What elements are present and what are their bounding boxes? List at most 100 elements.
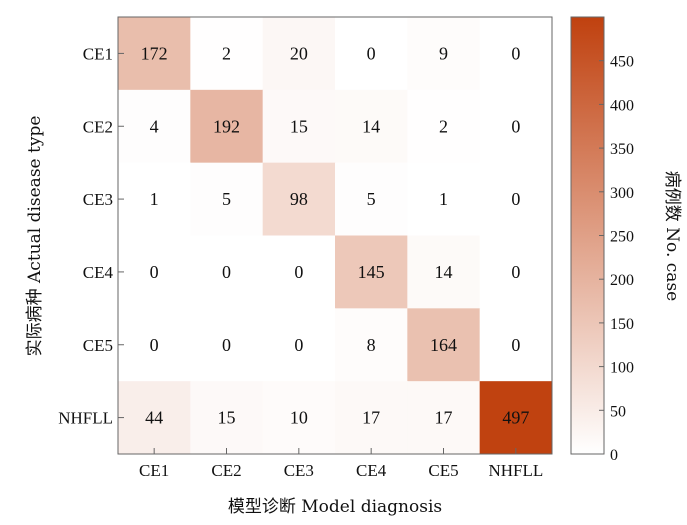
heatmap-cells: 172 2 20 0 9 04 192 15 14 2 01 5 98 5 1 00 0 0 145 14 00 0 0 8 1… [118, 17, 553, 455]
cell-value-label: 17 [362, 408, 380, 428]
heatmap-cell [190, 381, 264, 455]
heatmap-cell [262, 381, 336, 455]
colorbar-tick-label: 450 [610, 54, 634, 71]
cell-value-label: 8 [367, 335, 376, 355]
colorbar-tick-label: 100 [610, 360, 634, 377]
cell-value-label: 0 [222, 335, 231, 355]
cell-value-label: 5 [222, 189, 231, 209]
cell-value-label: 497 [502, 408, 529, 428]
heatmap-cell [190, 162, 264, 236]
heatmap-cell [118, 162, 191, 236]
cell-value-label: 5 [367, 189, 376, 209]
heatmap-cell [190, 89, 264, 164]
cell-value-label: 0 [511, 43, 520, 63]
y-tick-label: CE3 [83, 190, 113, 209]
plot-frame [117, 16, 553, 455]
heatmap-cell [407, 308, 481, 382]
heatmap-cell [118, 308, 191, 382]
cell-value-label: 0 [294, 335, 303, 355]
heatmap-cell [118, 381, 191, 455]
cell-value-label: 1 [150, 189, 159, 209]
heatmap-cell [407, 381, 481, 455]
x-tick-label: CE4 [356, 461, 387, 480]
heatmap-cell [407, 235, 481, 309]
heatmap-cell [262, 235, 336, 309]
cell-value-label: 17 [435, 408, 453, 428]
cell-value-label: 14 [362, 116, 380, 136]
heatmap-cell [335, 381, 408, 455]
cell-value-label: 9 [439, 43, 448, 63]
cell-value-label: 4 [150, 116, 159, 136]
cell-value-label: 0 [150, 335, 159, 355]
colorbar [570, 16, 605, 455]
cell-value-label: 0 [511, 262, 520, 282]
cell-value-label: 0 [367, 43, 376, 63]
x-tick-label: CE5 [428, 461, 458, 480]
heatmap-cell [479, 162, 553, 236]
colorbar-title: 病例数 No. case [662, 171, 682, 301]
heatmap-cell [479, 381, 553, 455]
colorbar-tick-label: 50 [610, 403, 626, 420]
heatmap-cell [479, 17, 553, 91]
cell-value-label: 192 [213, 116, 240, 136]
heatmap-cell [118, 235, 191, 309]
cell-value-label: 145 [358, 262, 385, 282]
cell-value-label: 15 [290, 116, 308, 136]
heatmap-cell [479, 308, 553, 382]
cell-value-label: 172 [141, 43, 168, 63]
heatmap-cell [407, 89, 481, 164]
x-tick-label: CE2 [211, 461, 241, 480]
cell-value-label: 0 [150, 262, 159, 282]
cell-value-label: 20 [290, 43, 308, 63]
heatmap-cell [262, 17, 336, 91]
colorbar-tick-label: 250 [610, 229, 634, 246]
x-axis-title: 模型诊断 Model diagnosis [228, 497, 442, 517]
colorbar-tick-label: 150 [610, 316, 634, 333]
heatmap-cell [118, 89, 191, 164]
cell-value-label: 0 [511, 116, 520, 136]
colorbar-tick-label: 200 [610, 272, 634, 289]
cell-value-label: 1 [439, 189, 448, 209]
colorbar-ticks: 0 50 100 150 200 250 300 350 400 450 [599, 54, 634, 464]
heatmap-cell [407, 162, 481, 236]
cell-value-label: 15 [218, 408, 236, 428]
heatmap-cell [118, 17, 191, 91]
y-tick-label: NHFLL [58, 409, 113, 428]
heatmap-cell [335, 235, 408, 309]
cell-value-label: 0 [511, 335, 520, 355]
heatmap-cell [407, 17, 481, 91]
colorbar-tick-label: 0 [610, 447, 618, 464]
heatmap-cell [479, 89, 553, 164]
y-tick-label: CE4 [83, 263, 114, 282]
y-tick-label: CE2 [83, 117, 113, 136]
y-axis: CE1 CE2 CE3 CE4 CE5 NHFLL [58, 44, 124, 428]
cell-value-label: 2 [439, 116, 448, 136]
cell-value-label: 10 [290, 408, 308, 428]
x-tick-label: NHFLL [488, 461, 543, 480]
cell-value-label: 44 [145, 408, 163, 428]
colorbar-tick-label: 400 [610, 97, 634, 114]
heatmap-cell [190, 308, 264, 382]
y-axis-title: 实际病种 Actual disease type [25, 116, 45, 357]
cell-value-label: 0 [294, 262, 303, 282]
heatmap-cell [190, 17, 264, 91]
cell-value-label: 0 [222, 262, 231, 282]
x-tick-label: CE1 [139, 461, 169, 480]
cell-value-label: 98 [290, 189, 308, 209]
colorbar-tick-label: 350 [610, 141, 634, 158]
y-tick-label: CE1 [83, 44, 113, 63]
heatmap-cell [190, 235, 264, 309]
heatmap-cell [479, 235, 553, 309]
heatmap-cell [262, 308, 336, 382]
heatmap-cell [262, 162, 336, 236]
cell-value-label: 2 [222, 43, 231, 63]
x-tick-label: CE3 [284, 461, 314, 480]
cell-value-label: 164 [430, 335, 457, 355]
heatmap-cell [335, 308, 408, 382]
cell-value-label: 14 [435, 262, 453, 282]
heatmap-cell [335, 162, 408, 236]
colorbar-tick-label: 300 [610, 185, 634, 202]
x-axis: CE1 CE2 CE3 CE4 CE5 NHFLL [139, 448, 543, 480]
heatmap-cell [262, 89, 336, 164]
